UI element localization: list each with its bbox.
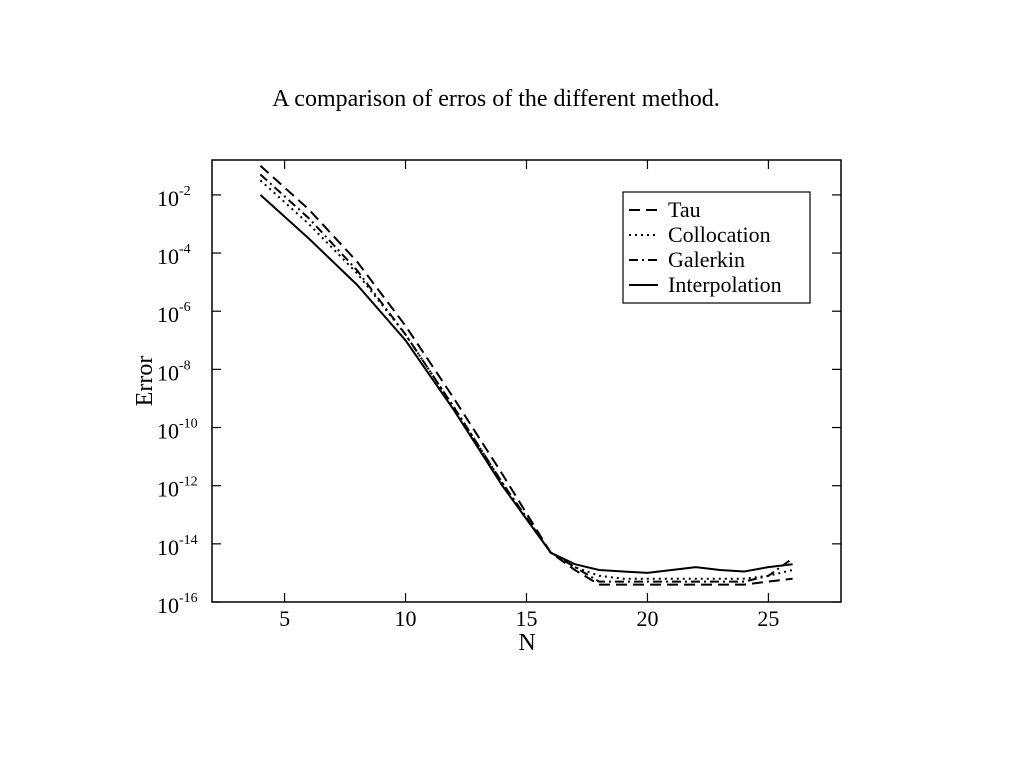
series-line-tau [259,165,793,586]
y-tick-base: 10 [157,244,179,269]
y-tick-exponent: -6 [179,300,191,315]
x-tick-label: 25 [757,606,779,631]
y-axis-label: Error [132,356,158,407]
y-tick-label: 10-2 [157,184,191,211]
y-tick-exponent: -12 [179,475,198,490]
series-line-galerkin [259,173,794,583]
y-tick-label: 10-10 [157,417,198,444]
legend-label-collocation: Collocation [668,222,771,247]
y-tick-label: 10-6 [157,300,191,327]
y-tick-label: 10-16 [157,591,198,618]
legend-label-tau: Tau [668,197,701,222]
y-tick-base: 10 [157,535,179,560]
y-tick-base: 10 [157,302,179,327]
y-tick-label: 10-12 [157,475,198,502]
y-tick-exponent: -8 [179,358,191,373]
slide-title: A comparison of erros of the different m… [272,86,720,112]
y-tick-base: 10 [157,360,179,385]
y-tick-base: 10 [157,186,179,211]
y-tick-label: 10-8 [157,358,191,385]
legend-label-interpolation: Interpolation [668,272,782,297]
ticks-layer: 5 10 15 20 2510-210-410-610-810-1010-1210-14… [157,160,841,631]
y-tick-base: 10 [157,593,179,618]
x-tick-label: 20 [636,606,658,631]
y-tick-exponent: -16 [179,591,198,606]
y-tick-exponent: -2 [179,184,191,199]
x-axis-label: N [518,630,535,656]
x-tick-label: 10 [395,606,417,631]
x-tick-label: 15 [516,606,538,631]
x-tick-label: 5 [279,606,290,631]
y-tick-exponent: -4 [179,242,191,257]
y-tick-base: 10 [157,419,179,444]
series-line-interpolation [259,194,793,574]
y-tick-exponent: -10 [179,417,198,432]
y-tick-base: 10 [157,477,179,502]
series-layer [259,165,794,586]
y-tick-label: 10-14 [157,533,198,560]
y-tick-label: 10-4 [157,242,191,269]
y-tick-exponent: -14 [179,533,198,548]
legend-label-galerkin: Galerkin [668,247,745,272]
